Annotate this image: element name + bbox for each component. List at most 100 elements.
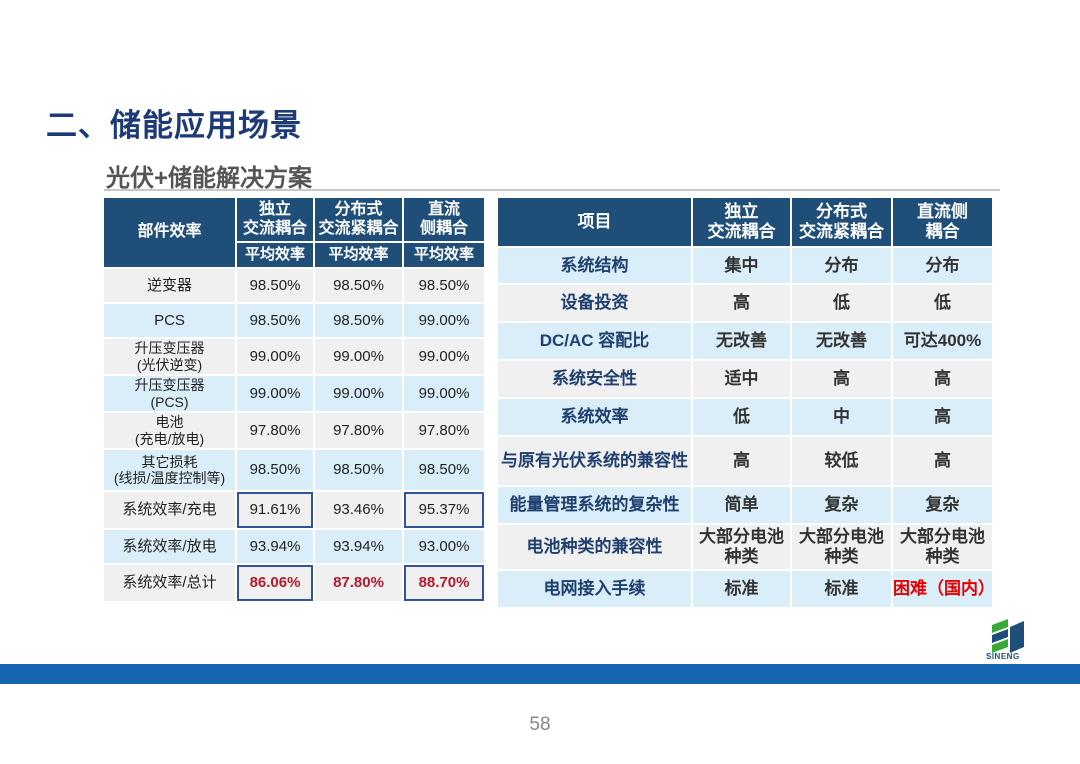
row-label: DC/AC 容配比 — [498, 323, 691, 359]
header-col2-line1: 分布式 — [334, 201, 383, 219]
cell-value: 99.00% — [237, 376, 313, 411]
row-label: 电池 (充电/放电) — [104, 413, 235, 448]
cell-value: 集中 — [693, 248, 790, 283]
cell-value: 97.80% — [237, 413, 313, 448]
cell-value: 大部分电池 种类 — [792, 525, 891, 569]
cell-value: 无改善 — [693, 323, 790, 359]
table-row: 系统安全性 适中 高 高 — [498, 361, 992, 397]
cell-value: 复杂 — [893, 487, 992, 523]
cell-value: 高 — [893, 361, 992, 397]
header-col1-line1: 独立 — [724, 202, 759, 222]
table-row: PCS 98.50% 98.50% 99.00% — [104, 304, 484, 337]
table-row: DC/AC 容配比 无改善 无改善 可达400% — [498, 323, 992, 359]
cell-value: 98.50% — [315, 269, 402, 302]
cell-value: 高 — [893, 437, 992, 485]
header-col3-line2: 耦合 — [925, 222, 960, 241]
header-col1: 独立 交流耦合 — [693, 198, 790, 246]
cell-value-line1: 大部分电池 — [900, 527, 985, 547]
cell-value: 98.50% — [237, 269, 313, 302]
row-label: 设备投资 — [498, 285, 691, 321]
table-row: 其它损耗 (线损/温度控制等) 98.50% 98.50% 98.50% — [104, 450, 484, 490]
cell-value: 99.00% — [404, 304, 484, 337]
cell-value: 标准 — [693, 571, 790, 607]
cell-value: 93.00% — [404, 530, 484, 563]
row-label: 逆变器 — [104, 269, 235, 302]
row-label: 升压变压器 (PCS) — [104, 376, 235, 411]
header-component-efficiency: 部件效率 — [104, 198, 235, 267]
comparison-table: 项目 独立 交流耦合 分布式 交流紧耦合 直流侧 耦合 系统结构 集中 分布 分… — [496, 196, 995, 609]
cell-value: 99.00% — [315, 339, 402, 374]
table-row: 逆变器 98.50% 98.50% 98.50% — [104, 269, 484, 302]
cell-value: 高 — [792, 361, 891, 397]
row-label: 升压变压器 (光伏逆变) — [104, 339, 235, 374]
cell-value: 97.80% — [315, 413, 402, 448]
row-label-line1: 升压变压器 — [134, 377, 205, 394]
cell-value: 中 — [792, 399, 891, 435]
table-row: 系统结构 集中 分布 分布 — [498, 248, 992, 283]
cell-value-line2: 种类 — [724, 547, 759, 566]
footer-band — [0, 664, 1080, 684]
cell-value-total: 87.80% — [315, 565, 402, 601]
row-label: 系统效率 — [498, 399, 691, 435]
header-col2: 分布式 交流紧耦合 — [315, 198, 402, 241]
header-col1: 独立 交流耦合 — [237, 198, 313, 241]
efficiency-table: 部件效率 独立 交流耦合 分布式 交流紧耦合 直流 侧耦合 平均效率 平均效率 … — [102, 196, 486, 603]
table-row: 能量管理系统的复杂性 简单 复杂 复杂 — [498, 487, 992, 523]
page-number: 58 — [529, 714, 551, 735]
row-label-line2: (线损/温度控制等) — [113, 470, 226, 486]
row-label: 系统效率/放电 — [104, 530, 235, 563]
header-col2-line1: 分布式 — [816, 202, 867, 222]
cell-value: 97.80% — [404, 413, 484, 448]
cell-value-highlighted: 95.37% — [404, 492, 484, 528]
cell-value: 98.50% — [237, 450, 313, 490]
cell-value-line2: 种类 — [925, 547, 960, 566]
row-label-line1: 其它损耗 — [141, 453, 198, 470]
table-row: 系统效率 低 中 高 — [498, 399, 992, 435]
cell-value-total: 86.06% — [237, 565, 313, 601]
row-label: 与原有光伏系统的兼容性 — [498, 437, 691, 485]
cell-value: 98.50% — [315, 304, 402, 337]
header-col2-line2: 交流紧耦合 — [799, 222, 884, 241]
cell-value: 93.94% — [315, 530, 402, 563]
cell-value: 低 — [893, 285, 992, 321]
cell-value: 98.50% — [404, 450, 484, 490]
cell-value: 低 — [693, 399, 790, 435]
table-row: 电网接入手续 标准 标准 困难（国内） — [498, 571, 995, 607]
table-row: 系统效率/充电 91.61% 93.46% 95.37% — [104, 492, 484, 528]
cell-value: 可达400% — [893, 323, 992, 359]
row-label-line2: (光伏逆变) — [136, 356, 203, 373]
row-label: 系统结构 — [498, 248, 691, 283]
header-col3-line2: 侧耦合 — [419, 219, 468, 237]
row-label: 系统效率/充电 — [104, 492, 235, 528]
sub-header-avg-3: 平均效率 — [404, 243, 484, 267]
cell-value: 复杂 — [792, 487, 891, 523]
sub-header-avg-1: 平均效率 — [237, 243, 313, 267]
cell-value-line1: 大部分电池 — [799, 527, 884, 547]
cell-value: 99.00% — [315, 376, 402, 411]
cell-value: 大部分电池 种类 — [893, 525, 992, 569]
cell-value: 98.50% — [237, 304, 313, 337]
header-col2-line2: 交流紧耦合 — [318, 219, 399, 237]
sineng-logo-icon — [992, 619, 1024, 653]
cell-value: 简单 — [693, 487, 790, 523]
row-label: PCS — [104, 304, 235, 337]
cell-value: 高 — [693, 437, 790, 485]
cell-value-warning: 困难（国内） — [893, 571, 995, 607]
cell-value: 99.00% — [404, 339, 484, 374]
header-col1-line2: 交流耦合 — [242, 219, 307, 237]
header-col3-line1: 直流侧 — [917, 202, 968, 222]
cell-value: 大部分电池 种类 — [693, 525, 790, 569]
row-label: 能量管理系统的复杂性 — [498, 487, 691, 523]
table-row: 系统效率/总计 86.06% 87.80% 88.70% — [104, 565, 484, 601]
cell-value: 99.00% — [404, 376, 484, 411]
header-col2: 分布式 交流紧耦合 — [792, 198, 891, 246]
table-row: 电池种类的兼容性 大部分电池 种类 大部分电池 种类 大部分电池 种类 — [498, 525, 992, 569]
table-row: 与原有光伏系统的兼容性 高 较低 高 — [498, 437, 992, 485]
cell-value: 98.50% — [404, 269, 484, 302]
header-col1-line2: 交流耦合 — [707, 222, 776, 241]
row-label-line1: 电池 — [155, 414, 184, 431]
row-label: 电池种类的兼容性 — [498, 525, 691, 569]
cell-value-highlighted: 91.61% — [237, 492, 313, 528]
cell-value: 高 — [693, 285, 790, 321]
cell-value: 分布 — [893, 248, 992, 283]
